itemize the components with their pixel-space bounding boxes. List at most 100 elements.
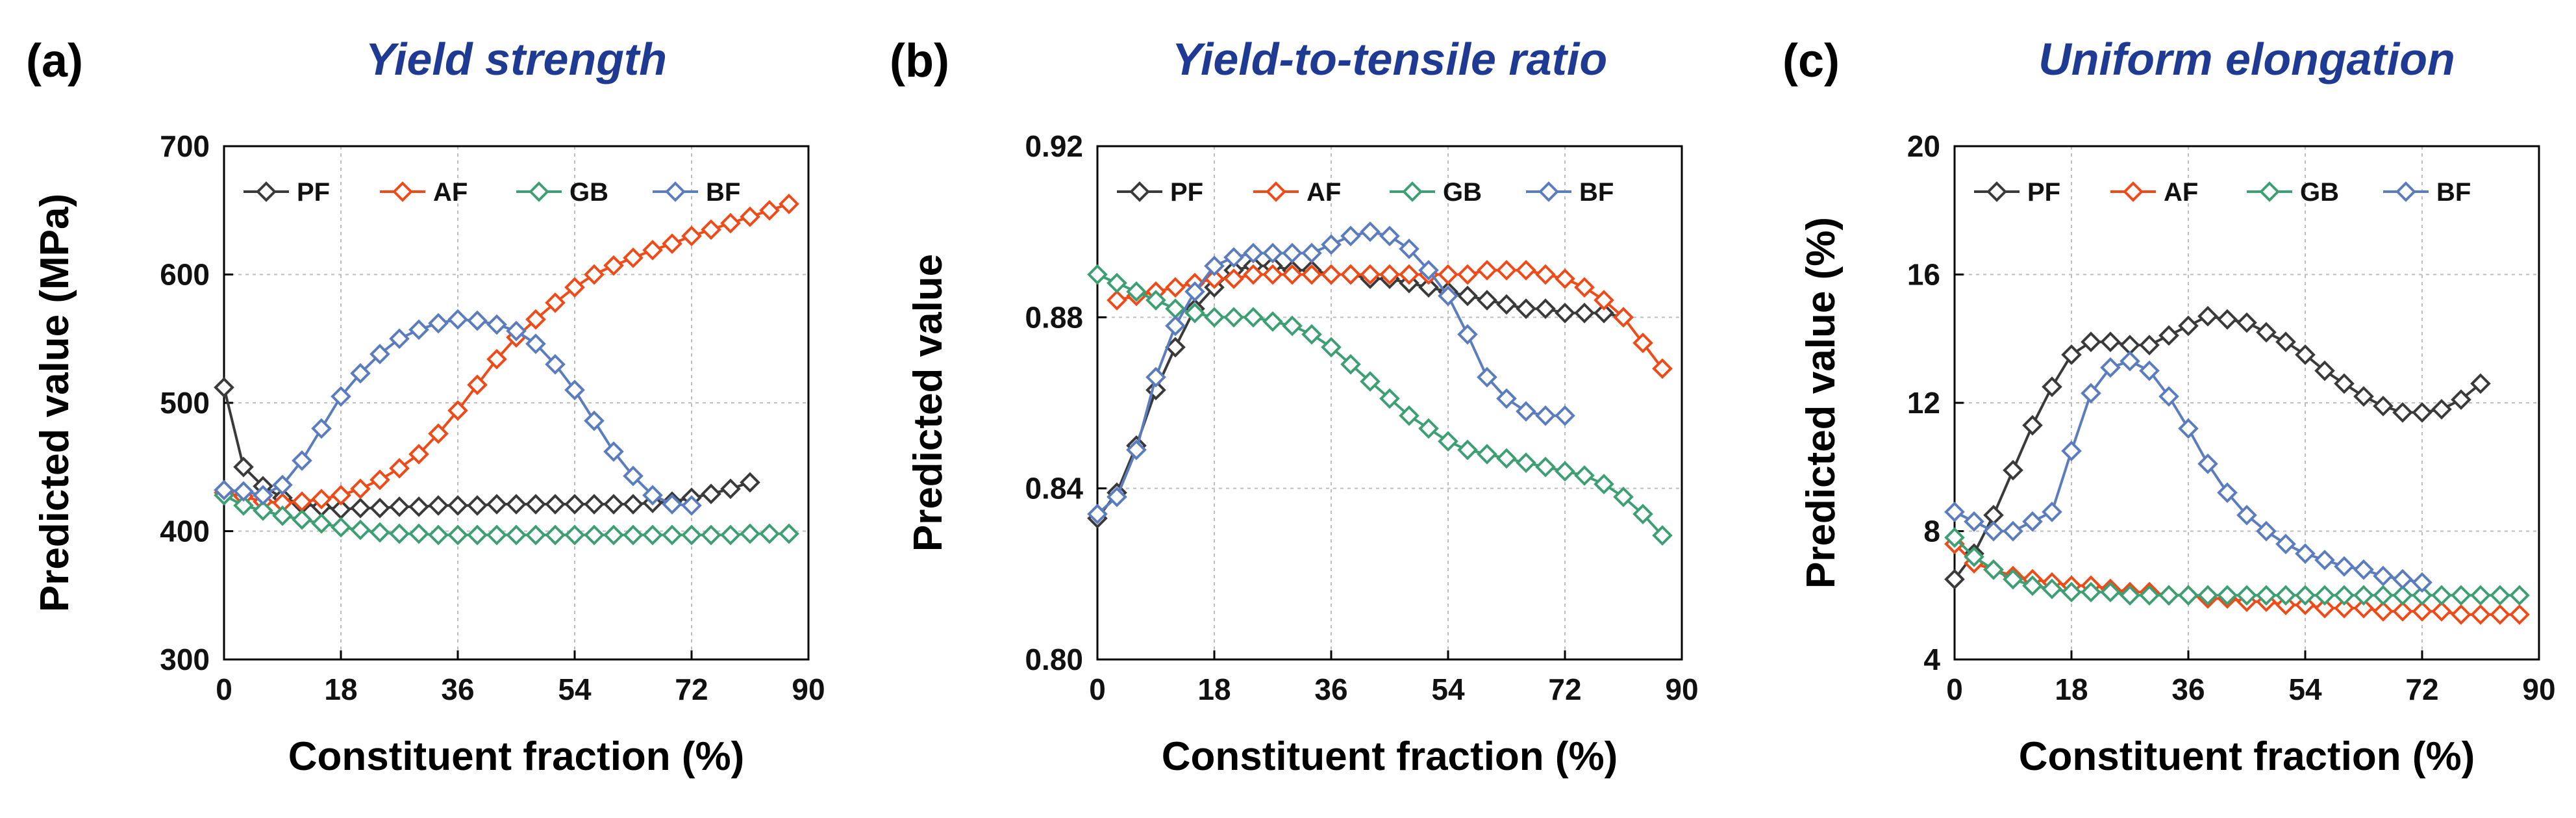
data-point: [1632, 333, 1653, 353]
data-point: [2081, 331, 2101, 353]
data-point: [2061, 344, 2082, 365]
data-point: [506, 524, 527, 546]
data-point: [2412, 585, 2432, 606]
data-point: [2334, 598, 2355, 619]
data-point: [1165, 277, 1186, 298]
legend-label: AF: [433, 178, 468, 207]
chart-panel-1: (a) Yield strength 0 18 36 54 72 90 300 400 500 600…: [26, 34, 825, 779]
data-point: [584, 264, 605, 285]
data-point: [1535, 264, 1556, 285]
data-point: [1535, 405, 1556, 426]
panel-label: (a): [26, 35, 83, 87]
data-point: [1262, 311, 1283, 332]
data-point: [350, 363, 371, 384]
x-tick-label: 0: [216, 672, 232, 706]
data-point: [2295, 585, 2316, 606]
data-point: [272, 505, 293, 526]
data-point: [720, 524, 741, 546]
data-point: [2490, 604, 2510, 625]
data-point: [1126, 281, 1147, 302]
x-tick-label: 72: [1548, 672, 1581, 706]
data-point: [2217, 482, 2238, 504]
data-point: [2451, 604, 2471, 625]
y-tick-label: 400: [160, 515, 210, 548]
data-point: [1574, 302, 1595, 324]
data-point: [1477, 290, 1497, 311]
data-point: [2158, 585, 2179, 606]
data-point: [1613, 487, 1634, 507]
data-point: [1944, 502, 1965, 522]
data-point: [681, 524, 702, 546]
legend-swatch-marker: [392, 181, 413, 202]
legend-label: PF: [1170, 178, 1203, 207]
data-point: [1496, 448, 1517, 469]
data-point: [779, 523, 799, 544]
x-axis-label: Constituent fraction (%): [2019, 734, 2475, 779]
data-point: [623, 465, 644, 487]
data-point: [214, 377, 234, 398]
chart-panel-2: (b) Yield-to-tensile ratio 0 18 36 54 72 90 0.80…: [890, 34, 1699, 779]
data-point: [1243, 307, 1264, 328]
data-point: [233, 481, 254, 502]
data-point: [1555, 461, 1575, 482]
x-tick-label: 90: [1665, 672, 1698, 706]
data-point: [2022, 575, 2043, 596]
data-point: [331, 386, 351, 407]
legend-label: BF: [706, 178, 740, 207]
data-point: [1340, 225, 1361, 247]
data-point: [564, 494, 585, 515]
data-point: [584, 524, 605, 546]
data-point: [253, 500, 273, 521]
data-point: [1204, 268, 1225, 289]
y-tick-label: 0.92: [1025, 129, 1083, 163]
data-point: [1944, 569, 1965, 590]
data-point: [584, 494, 605, 515]
data-point: [662, 524, 682, 546]
data-point: [2470, 373, 2491, 394]
data-point: [2275, 585, 2296, 606]
x-tick-label: 36: [2171, 672, 2205, 706]
data-point: [2334, 556, 2355, 577]
data-point: [408, 444, 429, 465]
data-point: [1457, 324, 1478, 345]
data-point: [369, 498, 390, 518]
data-point: [311, 418, 332, 439]
data-point: [2197, 453, 2218, 474]
data-point: [1964, 511, 1984, 532]
data-point: [2003, 569, 2023, 590]
data-point: [1652, 525, 1673, 546]
data-point: [1555, 405, 1575, 426]
data-point: [2451, 389, 2471, 410]
data-point: [1477, 444, 1497, 465]
data-point: [2236, 312, 2257, 333]
data-point: [1399, 405, 1419, 426]
data-point: [1204, 307, 1225, 328]
data-point: [2373, 565, 2394, 587]
data-point: [1438, 431, 1458, 452]
data-point: [2178, 315, 2199, 337]
data-point: [1243, 242, 1264, 264]
data-point: [720, 212, 741, 234]
data-point: [1340, 353, 1361, 375]
panel-label: (c): [1782, 35, 1840, 87]
data-point: [2003, 520, 2023, 542]
legend-swatch-marker: [1266, 181, 1286, 202]
x-tick-label: 54: [1431, 672, 1465, 706]
data-point: [564, 379, 585, 401]
legend-label: AF: [2164, 178, 2198, 207]
x-axis-label: Constituent fraction (%): [1162, 734, 1618, 779]
series-gb: [1087, 264, 1673, 546]
data-point: [1107, 272, 1127, 294]
series-pf: [214, 377, 760, 520]
data-point: [1457, 264, 1478, 285]
data-point: [2314, 598, 2335, 619]
data-point: [2470, 604, 2491, 625]
data-point: [311, 489, 332, 509]
data-point: [1399, 264, 1419, 285]
y-tick-label: 700: [160, 129, 210, 163]
data-point: [2509, 604, 2530, 625]
data-point: [525, 524, 546, 546]
series-gb: [1944, 527, 2530, 606]
y-tick-label: 500: [160, 386, 210, 420]
data-point: [2490, 585, 2510, 606]
